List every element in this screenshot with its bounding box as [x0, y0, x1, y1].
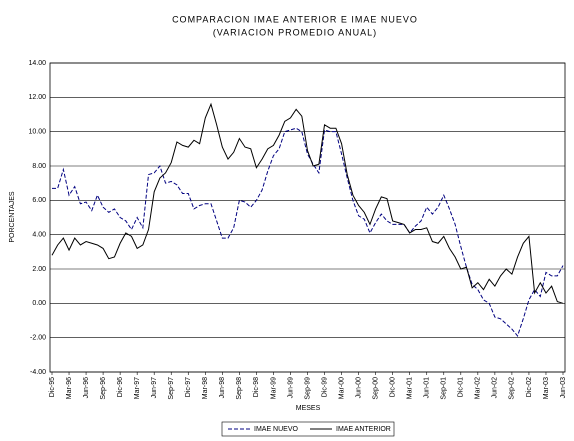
x-tick-label: Dic-02 — [526, 377, 533, 397]
x-tick-label: Mar-98 — [202, 377, 209, 399]
y-tick-label: -2.00 — [30, 335, 46, 342]
chart-subtitle: (VARIACION PROMEDIO ANUAL) — [213, 27, 377, 37]
y-tick-label: 8.00 — [32, 163, 46, 170]
x-tick-label: Mar-02 — [475, 377, 482, 399]
y-tick-label: 4.00 — [32, 232, 46, 239]
x-tick-label: Sep-02 — [509, 377, 516, 400]
x-tick-label: Sep-01 — [441, 377, 448, 400]
x-tick-label: Sep-99 — [304, 377, 311, 400]
y-axis-label: PORCENTAJES — [9, 191, 16, 243]
chart-title: COMPARACION IMAE ANTERIOR E IMAE NUEVO — [172, 14, 418, 24]
x-tick-label: Mar-00 — [338, 377, 345, 399]
x-tick-label: Dic-00 — [390, 377, 397, 397]
x-axis-label: MESES — [296, 405, 321, 412]
x-tick-label: Mar-03 — [543, 377, 550, 399]
y-tick-label: -4.00 — [30, 369, 46, 376]
x-tick-label: Dic-01 — [458, 377, 465, 397]
y-tick-label: 12.00 — [28, 94, 46, 101]
plot-frame — [49, 62, 566, 373]
series-line — [51, 102, 564, 304]
x-tick-label: Sep-96 — [100, 377, 107, 400]
legend-box — [221, 421, 395, 437]
x-tick-label: Jun-98 — [219, 377, 226, 399]
x-tick-label: Dic-98 — [253, 377, 260, 397]
x-tick-label: Jun-00 — [355, 377, 362, 399]
x-tick-label: Jun-96 — [83, 377, 90, 399]
x-tick-label: Dic-99 — [321, 377, 328, 397]
x-tick-label: Dic-95 — [49, 377, 56, 397]
x-tick-label: Jun-02 — [492, 377, 499, 399]
x-tick-label: Jun-97 — [151, 377, 158, 399]
legend-label: IMAE ANTERIOR — [336, 426, 391, 433]
x-tick-label: Mar-01 — [407, 377, 414, 399]
y-tick-label: 2.00 — [32, 266, 46, 273]
x-tick-label: Dic-96 — [117, 377, 124, 397]
series-line — [52, 127, 564, 337]
x-tick-label: Sep-97 — [168, 377, 175, 400]
y-tick-label: 0.00 — [32, 300, 46, 307]
y-tick-label: 6.00 — [32, 197, 46, 204]
x-tick-label: Mar-96 — [66, 377, 73, 399]
x-tick-label: Mar-99 — [270, 377, 277, 399]
legend-label: IMAE NUEVO — [254, 426, 299, 433]
x-tick-label: Jun-01 — [424, 377, 431, 399]
x-tick-label: Sep-98 — [236, 377, 243, 400]
x-tick-label: Dic-97 — [185, 377, 192, 397]
x-tick-label: Sep-00 — [372, 377, 379, 400]
x-tick-label: Jun-99 — [287, 377, 294, 399]
x-tick-label: Jun-03 — [560, 377, 567, 399]
x-tick-label: Mar-97 — [134, 377, 141, 399]
y-tick-label: 14.00 — [28, 60, 46, 67]
y-tick-label: 10.00 — [28, 129, 46, 136]
